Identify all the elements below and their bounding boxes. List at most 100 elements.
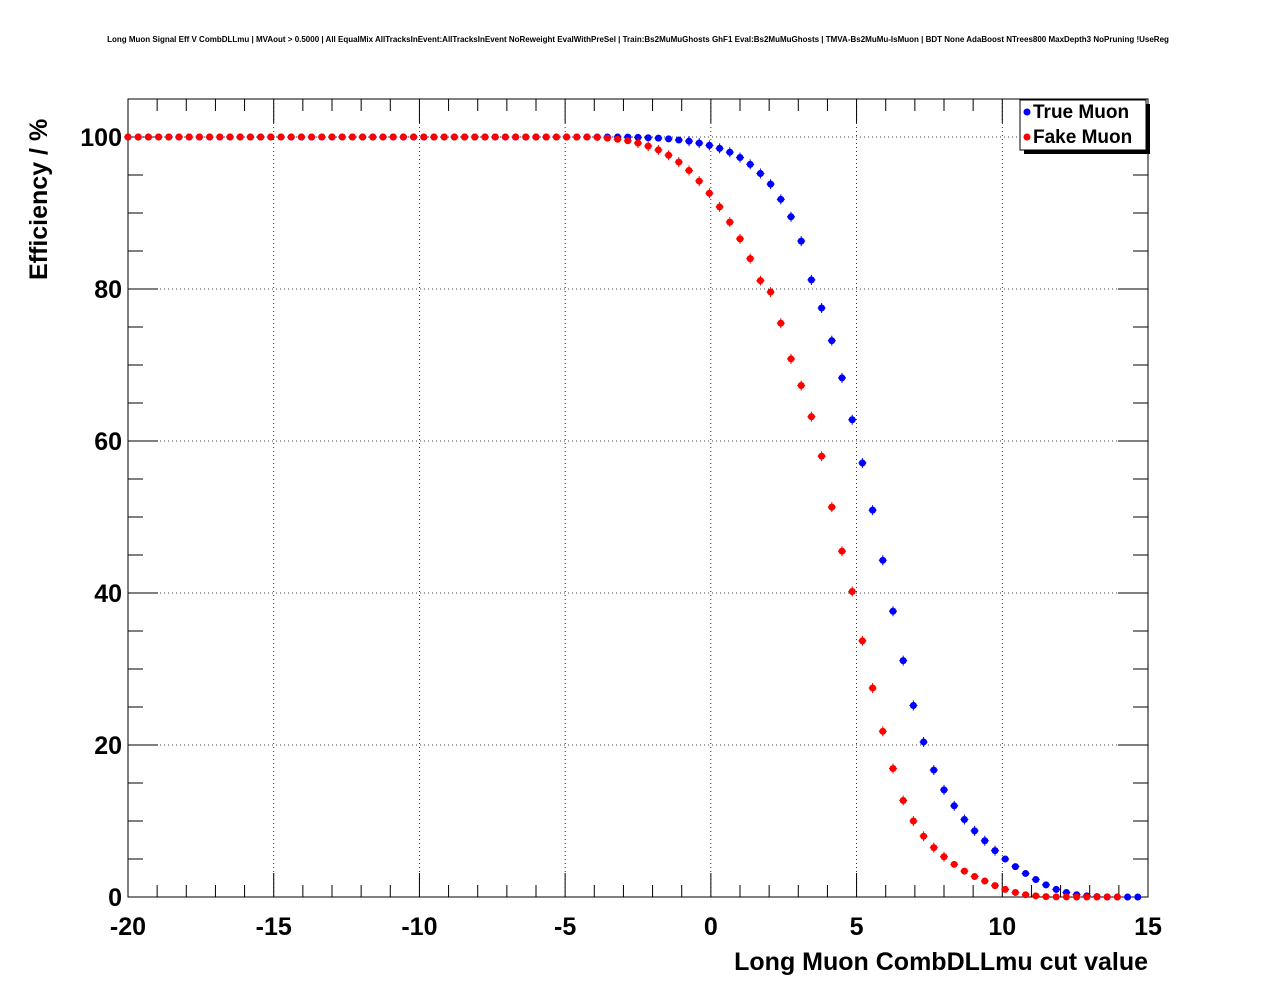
x-axis-title: Long Muon CombDLLmu cut value xyxy=(734,948,1148,976)
data-point xyxy=(930,844,938,852)
data-point xyxy=(1042,881,1050,889)
data-points xyxy=(124,133,1142,901)
data-point xyxy=(257,133,265,141)
y-tick-label: 80 xyxy=(94,276,122,304)
data-point xyxy=(389,133,397,141)
data-point xyxy=(869,684,877,692)
x-tick-label: 10 xyxy=(988,913,1016,941)
data-point xyxy=(1103,893,1111,901)
y-axis-title: Efficiency / % xyxy=(25,119,53,280)
data-point xyxy=(981,877,989,885)
data-point xyxy=(991,882,999,890)
data-point xyxy=(1032,892,1040,900)
data-point xyxy=(1011,888,1019,896)
data-point xyxy=(512,133,520,141)
y-tick-label: 60 xyxy=(94,428,122,456)
x-tick-label: 5 xyxy=(850,913,864,941)
data-point xyxy=(797,382,805,390)
data-point xyxy=(675,158,683,166)
data-point xyxy=(644,134,652,142)
data-point xyxy=(522,133,530,141)
data-point xyxy=(797,237,805,245)
data-point xyxy=(889,765,897,773)
data-point xyxy=(726,218,734,226)
data-point xyxy=(267,133,275,141)
data-point xyxy=(726,148,734,156)
data-point xyxy=(175,133,183,141)
data-point xyxy=(1022,869,1030,877)
data-point xyxy=(858,637,866,645)
data-point xyxy=(991,847,999,855)
data-point xyxy=(899,657,907,665)
data-point xyxy=(185,133,193,141)
data-point xyxy=(634,139,642,147)
data-point xyxy=(1062,893,1070,901)
data-point xyxy=(909,701,917,709)
data-point xyxy=(226,133,234,141)
data-point xyxy=(236,133,244,141)
data-point xyxy=(828,337,836,345)
data-point xyxy=(216,133,224,141)
data-point xyxy=(124,133,132,141)
grid-lines xyxy=(128,99,1148,897)
data-point xyxy=(308,133,316,141)
data-point xyxy=(155,133,163,141)
data-point xyxy=(1083,893,1091,901)
data-point xyxy=(634,133,642,141)
data-point xyxy=(359,133,367,141)
data-point xyxy=(971,872,979,880)
legend-marker xyxy=(1023,108,1031,116)
data-point xyxy=(654,134,662,142)
data-point xyxy=(1124,893,1132,901)
data-point xyxy=(756,169,764,177)
legend-label: Fake Muon xyxy=(1033,127,1132,148)
data-point xyxy=(705,189,713,197)
data-point xyxy=(1001,885,1009,893)
data-point xyxy=(920,832,928,840)
data-point xyxy=(807,413,815,421)
data-point xyxy=(777,319,785,327)
x-tick-label: -15 xyxy=(256,913,292,941)
data-point xyxy=(1113,893,1121,901)
data-point xyxy=(838,374,846,382)
data-point xyxy=(705,141,713,149)
data-point xyxy=(144,133,152,141)
data-point xyxy=(695,177,703,185)
data-point xyxy=(287,133,295,141)
data-point xyxy=(1011,863,1019,871)
data-point xyxy=(767,288,775,296)
data-point xyxy=(1032,876,1040,884)
x-tick-label: -20 xyxy=(110,913,146,941)
data-point xyxy=(777,195,785,203)
data-point xyxy=(593,133,601,141)
data-point xyxy=(848,587,856,595)
x-tick-label: -5 xyxy=(554,913,576,941)
data-point xyxy=(828,503,836,511)
data-point xyxy=(736,154,744,162)
data-point xyxy=(614,135,622,143)
data-point xyxy=(940,786,948,794)
data-point xyxy=(318,133,326,141)
data-point xyxy=(501,133,509,141)
data-point xyxy=(960,867,968,875)
data-point xyxy=(1134,893,1142,901)
data-point xyxy=(879,727,887,735)
y-tick-label: 20 xyxy=(94,732,122,760)
data-point xyxy=(348,133,356,141)
data-point xyxy=(909,817,917,825)
data-point xyxy=(940,853,948,861)
data-point xyxy=(491,133,499,141)
data-point xyxy=(787,355,795,363)
data-point xyxy=(869,506,877,514)
data-point xyxy=(532,133,540,141)
data-point xyxy=(369,133,377,141)
data-point xyxy=(481,133,489,141)
legend: True Muon Fake Muon xyxy=(1019,99,1150,154)
y-tick-label: 100 xyxy=(80,124,122,152)
data-point xyxy=(716,203,724,211)
data-point xyxy=(685,166,693,174)
data-point xyxy=(1022,891,1030,899)
